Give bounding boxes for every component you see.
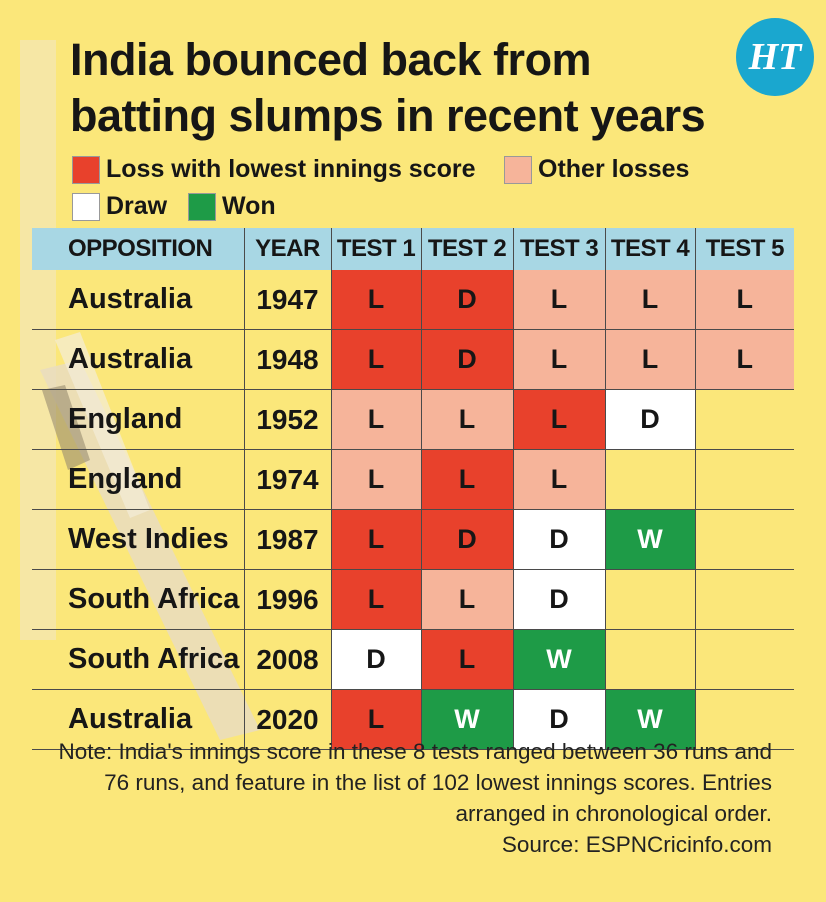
result-cell-test-4: D <box>604 389 695 450</box>
year-cell: 1948 <box>243 329 331 390</box>
result-cell-test-3: D <box>512 509 605 570</box>
legend-label-won: Won <box>222 192 276 220</box>
col-header-test-5: TEST 5 <box>694 228 794 270</box>
year-cell: 1987 <box>243 509 331 570</box>
empty-cell-test-5 <box>694 689 794 750</box>
year-cell: 1996 <box>243 569 331 630</box>
footnote: Note: India's innings score in these 8 t… <box>30 736 773 860</box>
table-row: South Africa 2008 D L W <box>32 629 794 690</box>
col-header-test-1: TEST 1 <box>330 228 421 270</box>
result-cell-test-1: L <box>330 509 421 570</box>
table-row: England 1952 L L L D <box>32 389 794 450</box>
result-cell-test-1: L <box>330 329 421 390</box>
result-cell-test-2: D <box>420 270 513 330</box>
year-cell: 2020 <box>243 689 331 750</box>
year-cell: 1952 <box>243 389 331 450</box>
year-cell: 1974 <box>243 449 331 510</box>
chart-title: India bounced back from batting slumps i… <box>70 32 750 144</box>
result-cell-test-4: W <box>604 689 695 750</box>
table-row: West Indies 1987 L D D W <box>32 509 794 570</box>
result-cell-test-2: D <box>420 329 513 390</box>
legend-label-other-losses: Other losses <box>538 155 690 183</box>
result-cell-test-3: L <box>512 389 605 450</box>
result-cell-test-3: W <box>512 629 605 690</box>
result-cell-test-4: W <box>604 509 695 570</box>
col-header-test-2: TEST 2 <box>420 228 513 270</box>
result-cell-test-3: L <box>512 270 605 330</box>
col-header-opposition: OPPOSITION <box>32 228 244 270</box>
legend-swatch-other-losses <box>504 155 532 184</box>
result-cell-test-2: L <box>420 449 513 510</box>
title-line-2: batting slumps in recent years <box>70 90 706 141</box>
empty-cell-test-5 <box>694 449 794 510</box>
col-header-test-4: TEST 4 <box>604 228 695 270</box>
result-cell-test-2: L <box>420 569 513 630</box>
result-cell-test-3: D <box>512 569 605 630</box>
opposition-cell: Australia <box>32 270 244 330</box>
result-cell-test-4: L <box>604 270 695 330</box>
empty-cell-test-4 <box>604 449 695 510</box>
col-header-test-3: TEST 3 <box>512 228 605 270</box>
opposition-cell: South Africa <box>32 569 244 630</box>
opposition-cell: England <box>32 389 244 450</box>
empty-cell-test-5 <box>694 629 794 690</box>
result-cell-test-1: D <box>330 629 421 690</box>
result-cell-test-1: L <box>330 270 421 330</box>
header-row: OPPOSITION YEAR TEST 1 TEST 2 TEST 3 TES… <box>32 228 794 270</box>
title-line-1: India bounced back from <box>70 34 592 85</box>
result-cell-test-1: L <box>330 449 421 510</box>
year-cell: 1947 <box>243 270 331 330</box>
legend-item-draw: Draw <box>72 192 167 221</box>
empty-cell-test-5 <box>694 569 794 630</box>
col-header-year: YEAR <box>243 228 331 270</box>
result-cell-test-2: D <box>420 509 513 570</box>
results-table: OPPOSITION YEAR TEST 1 TEST 2 TEST 3 TES… <box>32 228 794 750</box>
result-cell-test-5: L <box>694 270 794 330</box>
opposition-cell: Australia <box>32 329 244 390</box>
legend-item-other-losses: Other losses <box>504 155 689 184</box>
table-row: South Africa 1996 L L D <box>32 569 794 630</box>
note-line-2: 76 runs, and feature in the list of 102 … <box>104 770 772 795</box>
legend-swatch-lowest-loss <box>72 155 100 184</box>
result-cell-test-1: L <box>330 689 421 750</box>
note-line-1: Note: India's innings score in these 8 t… <box>58 739 773 764</box>
result-cell-test-2: L <box>420 629 513 690</box>
opposition-cell: Australia <box>32 689 244 750</box>
legend-swatch-won <box>188 192 216 221</box>
opposition-cell: South Africa <box>32 629 244 690</box>
result-cell-test-5: L <box>694 329 794 390</box>
result-cell-test-1: L <box>330 569 421 630</box>
result-cell-test-4: L <box>604 329 695 390</box>
result-cell-test-2: W <box>420 689 513 750</box>
result-cell-test-3: L <box>512 449 605 510</box>
table-body: Australia 1947 L D L L L Australia 1948 L D L L L Engl… <box>32 270 794 750</box>
legend-item-won: Won <box>188 192 276 221</box>
empty-cell-test-4 <box>604 569 695 630</box>
result-cell-test-1: L <box>330 389 421 450</box>
legend-swatch-draw <box>72 192 100 221</box>
table-row: Australia 2020 L W D W <box>32 689 794 750</box>
empty-cell-test-5 <box>694 509 794 570</box>
result-cell-test-2: L <box>420 389 513 450</box>
result-cell-test-3: L <box>512 329 605 390</box>
empty-cell-test-4 <box>604 629 695 690</box>
empty-cell-test-5 <box>694 389 794 450</box>
legend-label-lowest-loss: Loss with lowest innings score <box>106 155 476 183</box>
table-row: Australia 1947 L D L L L <box>32 270 794 330</box>
logo-text: HT <box>748 36 802 78</box>
ht-logo: HT <box>736 18 814 96</box>
year-cell: 2008 <box>243 629 331 690</box>
note-line-3: arranged in chronological order. <box>455 801 772 826</box>
source-line: Source: ESPNCricinfo.com <box>501 832 772 857</box>
table-row: England 1974 L L L <box>32 449 794 510</box>
opposition-cell: West Indies <box>32 509 244 570</box>
table-row: Australia 1948 L D L L L <box>32 329 794 390</box>
legend-label-draw: Draw <box>106 192 168 220</box>
opposition-cell: England <box>32 449 244 510</box>
result-cell-test-3: D <box>512 689 605 750</box>
legend-item-lowest-loss: Loss with lowest innings score <box>72 155 476 184</box>
